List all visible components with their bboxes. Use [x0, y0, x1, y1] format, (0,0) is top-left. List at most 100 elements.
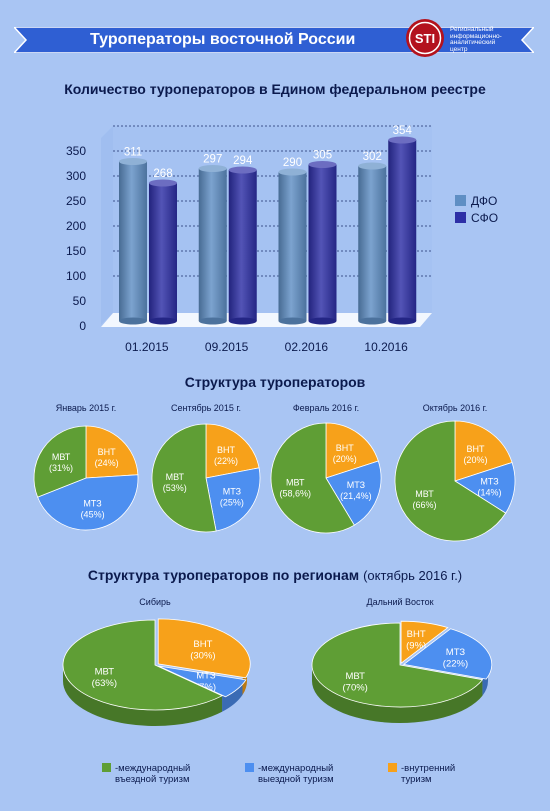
region-pie-charts: ВНТ(30%)МТЗ(7%)МВТ(63%)СибирьВНТ(9%)МТЗ(… [62, 597, 493, 726]
legend-line: туризм [401, 774, 432, 785]
pie-slice-label: МТЗ [347, 480, 365, 490]
x-tick-label: 09.2015 [205, 340, 249, 354]
pie-slice-mvt [311, 622, 484, 708]
pie-slice-value: (7%) [196, 682, 216, 693]
regions-section-title: Структура туроператоров по регионам (окт… [0, 567, 550, 583]
bar-base [198, 317, 227, 325]
bar-sfo [149, 183, 177, 321]
legend-label-sfo: СФО [471, 211, 498, 225]
pie-slice-vnt [205, 423, 260, 479]
y-tick-label: 50 [73, 294, 87, 308]
legend-line: выездной туризм [258, 774, 334, 785]
bar-value-label: 268 [153, 168, 172, 180]
pie-slice-value: (30%) [190, 650, 215, 661]
pie-slice-mtz [37, 474, 139, 531]
pie-slice-label: МВТ [52, 452, 71, 462]
pie-side-mvt [312, 665, 483, 723]
bar-value-label: 290 [283, 157, 302, 169]
pie-slice-value: (25%) [220, 498, 244, 508]
pie-slice-mtz [454, 461, 516, 514]
y-tick-label: 100 [66, 269, 86, 283]
pie-slice-label: ВНТ [193, 639, 212, 650]
registry-bar-chart: 0 50 100 150 200 250 300 350 01.2015 311 268 09.201… [66, 125, 498, 354]
pie-slice-mvt [151, 423, 217, 533]
x-tick-label: 10.2016 [364, 340, 408, 354]
legend-swatch-sfo [455, 212, 466, 223]
pie-slice-mvt [394, 420, 507, 542]
y-tick-label: 200 [66, 219, 86, 233]
pie-title: Октябрь 2016 г. [423, 403, 488, 413]
x-tick-label: 01.2015 [125, 340, 169, 354]
legend-swatch [388, 763, 397, 772]
legend-line: -внутренний [401, 763, 456, 774]
pie-slice-vnt [454, 420, 513, 482]
pie-slice-value: (58,6%) [279, 489, 311, 499]
bar-base [149, 317, 177, 325]
pie-slice-label: ВНТ [407, 629, 426, 640]
pie-title: Сентябрь 2015 г. [171, 403, 241, 413]
legend-label: -внутренний туризм [401, 763, 521, 785]
structure-pie-charts: ВНТ(24%)МТЗ(45%)МВТ(31%)Январь 2015 г.ВН… [33, 403, 516, 542]
pie-slice-vnt [400, 620, 449, 664]
y-tick-label: 250 [66, 194, 86, 208]
chart-floor [101, 313, 432, 327]
bar-value-label: 302 [363, 151, 382, 163]
legend-label: -международный въездной туризм [115, 763, 235, 785]
pie-title: Дальний Восток [366, 597, 433, 607]
pie-title: Январь 2015 г. [56, 403, 117, 413]
legend-line: -международный [115, 763, 191, 774]
bar-cap [358, 162, 387, 170]
logo-text: STI [415, 31, 435, 46]
pie-slice-mtz [325, 460, 382, 526]
bar-value-label: 297 [203, 154, 222, 166]
pie-slice-label: МВТ [166, 472, 185, 482]
pie-slice-label: МВТ [286, 478, 305, 488]
pie-slice-value: (9%) [406, 641, 426, 652]
bar-dfo [358, 166, 387, 321]
pie-slice-mvt [33, 425, 87, 498]
regions-title-sub: (октябрь 2016 г.) [363, 568, 463, 583]
pie-slice-value: (24%) [95, 458, 119, 468]
pie-slice-label: МТЗ [446, 647, 466, 658]
bar-value-label: 311 [124, 147, 142, 159]
bar-sfo [228, 170, 257, 321]
pie-side-mvt [62, 665, 223, 726]
bar-value-label: 305 [313, 150, 332, 162]
legend-label: -международный выездной туризм [258, 763, 378, 785]
pie-slice-mtz [402, 628, 493, 680]
pie-slice-label: ВНТ [217, 445, 236, 455]
regions-title-main: Структура туроператоров по регионам [87, 567, 360, 583]
pie-slice-label: ВНТ [98, 447, 117, 457]
pie-slice-mvt [270, 422, 355, 534]
pie-slice-value: (20%) [333, 454, 357, 464]
bar-sfo [308, 164, 337, 321]
title-banner [14, 27, 534, 53]
pie-slice-value: (20%) [463, 455, 487, 465]
logo-caption-line: Региональный [450, 26, 494, 33]
pie-slice-value: (66%) [412, 500, 436, 510]
bar-base [119, 317, 147, 325]
pie-slice-vnt [157, 618, 251, 679]
pie-slice-value: (22%) [214, 456, 238, 466]
pie-title: Сибирь [139, 597, 171, 607]
legend-swatch [245, 763, 254, 772]
bar-cap [228, 166, 257, 174]
pie-slice-value: (45%) [81, 509, 105, 519]
legend-swatch [102, 763, 111, 772]
pie-slice-vnt [325, 422, 379, 479]
bar-cap [119, 158, 147, 165]
chart-side-wall [101, 126, 113, 325]
sti-logo-icon: STI [406, 19, 444, 57]
bar-base [358, 317, 387, 325]
bar-dfo [198, 168, 227, 321]
x-tick-label: 02.2016 [285, 340, 329, 354]
legend-label-dfo: ДФО [471, 194, 497, 208]
pie-slice-mvt [62, 619, 223, 711]
pie-slice-value: (63%) [92, 678, 117, 689]
pie-slice-label: МТЗ [83, 498, 101, 508]
logo-caption-line: информационно- [450, 32, 502, 40]
pie-slice-value: (14%) [478, 487, 502, 497]
pie-slice-value: (21,4%) [340, 491, 372, 501]
bar-cap [278, 168, 307, 176]
